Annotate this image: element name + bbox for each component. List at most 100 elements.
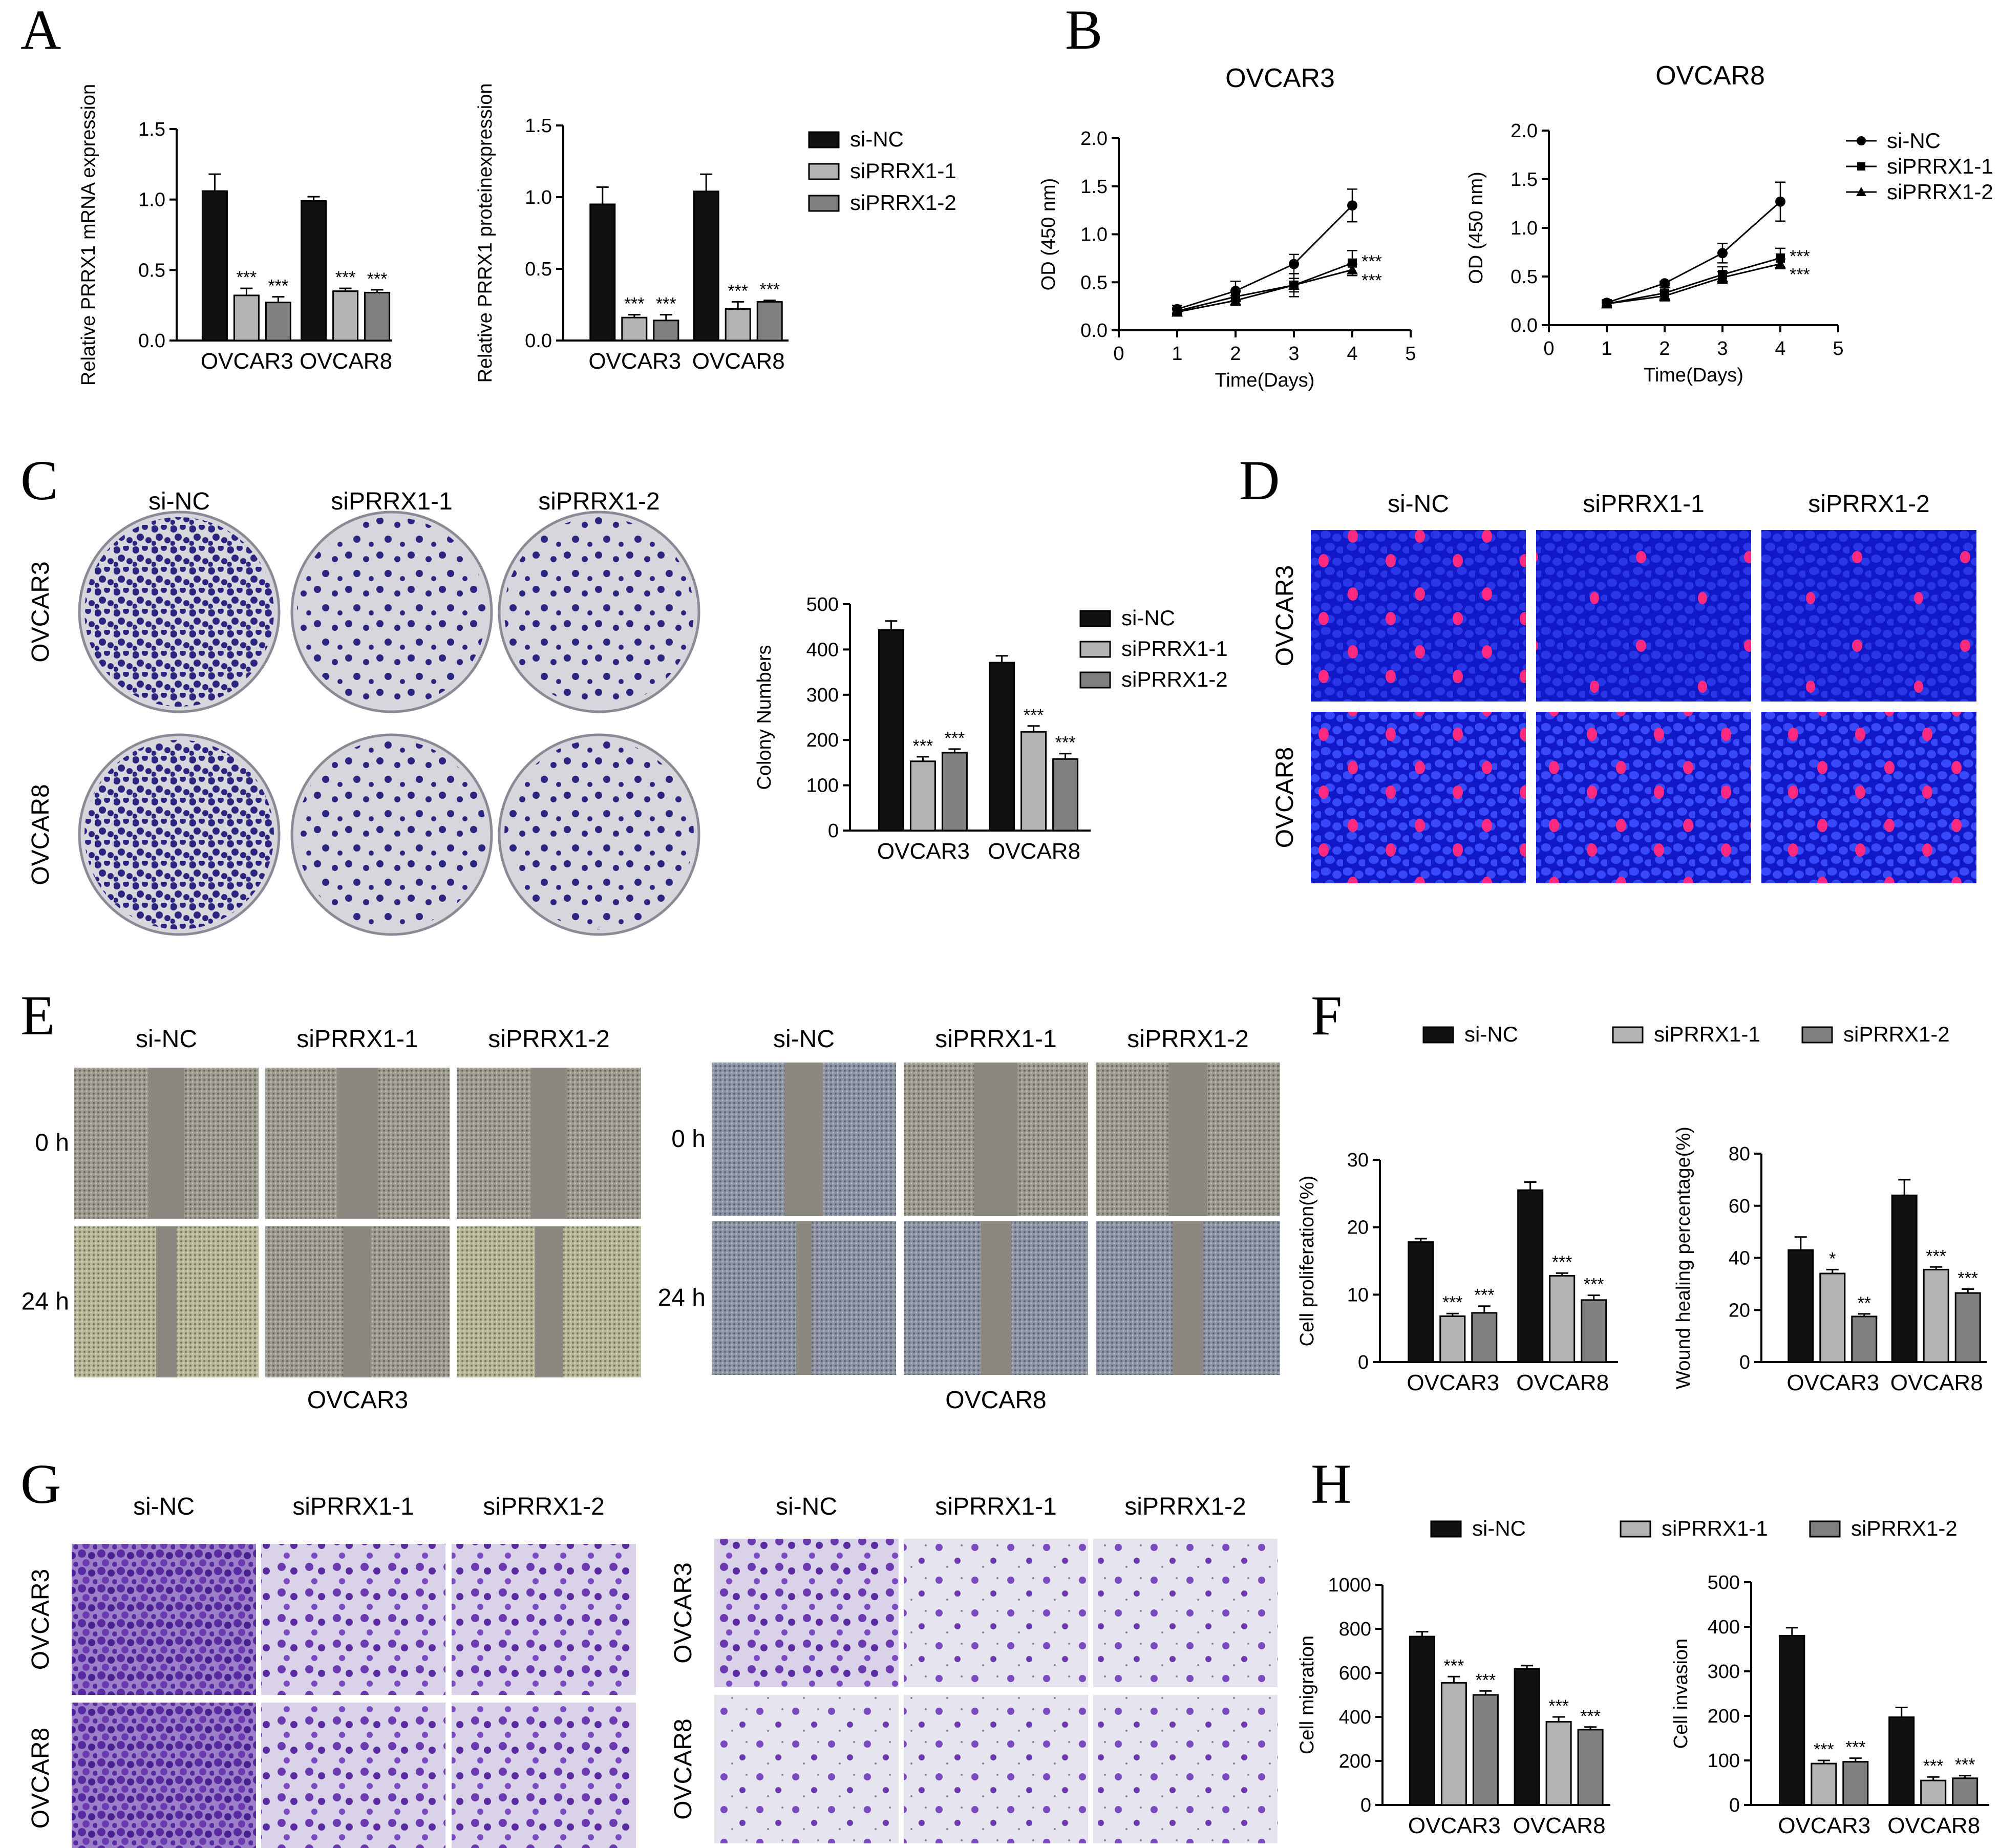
wound-gap [974,1063,1018,1216]
column-label: siPRRX1-1 [935,1026,1056,1053]
legend-marker [1856,187,1866,196]
column-label: siPRRX1-1 [331,488,452,515]
edu-stain [1536,712,1751,883]
x-tick-label: 4 [1347,343,1357,365]
column-label: si-NC [1388,491,1449,518]
data-point [1172,306,1183,317]
bar-siprrx1-2 [1952,1777,1978,1806]
legend-label: siPRRX1-1 [1121,636,1228,661]
data-point [1347,264,1358,274]
y-tick-label: 30 [1347,1150,1369,1171]
edu-stain [1311,712,1526,883]
y-tick-label: 0.5 [525,259,552,280]
wound-gap [784,1063,823,1216]
bar-siprrx1-2 [1472,1694,1499,1806]
bar-siprrx1-1 [725,308,751,342]
significance-label: *** [1552,1252,1572,1272]
column-label: si-NC [133,1493,195,1520]
chart-b-ovcar3: OVCAR3 0.0 0.5 1.0 1.5 2.0 0 1 2 3 4 5 Time(Days) OD … [1038,63,1416,391]
panel-label-e: E [20,984,55,1047]
legend-label: siPRRX1-1 [1662,1516,1768,1540]
colony-dots [504,517,694,707]
bar-si-nc [989,662,1015,832]
bar-siprrx1-1 [1923,1268,1949,1363]
column-label: si-NC [773,1026,835,1053]
data-point [1775,258,1786,269]
bar-siprrx1-1 [1920,1779,1947,1806]
x-tick-label: 3 [1717,338,1728,359]
legend-label: siPRRX1-2 [1121,667,1228,691]
legend-swatch [1809,1520,1841,1538]
wound-gap [156,1226,177,1377]
colony-dots [297,517,486,707]
transwell-image [904,1695,1088,1843]
legend-swatch [1422,1026,1454,1044]
significance-label: *** [624,294,645,314]
panel-label-b: B [1065,0,1102,61]
data-point [1775,196,1785,207]
y-tick-label: 300 [806,685,839,706]
wound-gap [337,1068,378,1219]
data-point [1347,200,1357,211]
column-label: siPRRX1-1 [296,1026,418,1053]
significance-label: *** [1955,1755,1975,1775]
data-point [1230,294,1241,305]
bar-si-nc [1517,1189,1544,1363]
y-axis-label: OD (450 nm) [1038,178,1059,291]
y-tick-label: 0 [1358,1352,1369,1373]
y-axis-label: Relative PRRX1 proteinexpression [475,83,496,383]
series-line [1606,257,1781,305]
timepoint-label: 0 h [35,1130,69,1157]
x-tick-label: 5 [1833,338,1843,359]
y-tick-label: 0.5 [1080,272,1108,293]
edu-stain [1761,530,1976,702]
y-axis-label: Cell migration [1296,1635,1318,1754]
y-tick-label: 2.0 [1510,120,1538,142]
y-tick-label: 100 [806,775,839,797]
y-tick-label: 0 [1729,1795,1740,1816]
chart-title: OVCAR8 [1655,61,1765,91]
significance-label: *** [759,280,780,300]
bar-siprrx1-2 [1851,1315,1878,1363]
y-tick-label: 200 [1339,1751,1371,1772]
y-tick-label: 20 [1729,1300,1750,1321]
significance-label: *** [1584,1275,1604,1294]
colony-dots [84,740,274,929]
y-tick-label: 1.0 [525,187,552,208]
significance-label: *** [945,729,965,748]
transwell-image [452,1544,636,1695]
transwell-image [452,1703,636,1848]
bar-si-nc [201,190,228,342]
timepoint-label: 24 h [22,1288,69,1315]
column-label: siPRRX1-1 [292,1493,414,1520]
bar-si-nc [1888,1716,1915,1806]
x-tick-label: 3 [1288,343,1299,365]
data-point [1717,248,1728,259]
panel-label-g: G [20,1453,61,1515]
legend-swatch [1801,1026,1833,1044]
bar-siprrx1-1 [233,294,260,342]
y-tick-label: 1.0 [1510,218,1538,239]
row-label: OVCAR8 [1271,747,1299,848]
x-axis-label: Time(Days) [1215,370,1315,391]
y-tick-label: 2.0 [1080,128,1108,150]
significance-label: *** [1580,1707,1601,1726]
transwell-image [261,1544,445,1695]
legend-swatch [1079,610,1111,627]
chart-b-ovcar8: OVCAR8 0.0 0.5 1.0 1.5 2.0 0 1 2 3 4 5 Time(Days) OD … [1465,61,1844,386]
colony-dots [84,517,274,707]
legend-label: siPRRX1-2 [1843,1022,1950,1046]
y-tick-label: 0.0 [1080,320,1108,342]
significance-label: *** [1361,252,1382,271]
bar-siprrx1-1 [1811,1762,1837,1806]
legend-label: siPRRX1-1 [1654,1022,1760,1046]
significance-label: *** [1958,1269,1978,1288]
column-label: si-NC [776,1493,837,1520]
y-tick-label: 0.0 [1510,315,1538,336]
bar-si-nc [1779,1634,1805,1806]
x-tick-label: OVCAR8 [1513,1813,1606,1838]
column-label: siPRRX1-2 [488,1026,609,1053]
chart-h-migration: 0 200 400 600 800 1000 Cell migration *** *** OVC… [1296,1575,1610,1838]
significance-label: *** [1474,1286,1495,1305]
legend-label: si-NC [1464,1022,1518,1046]
